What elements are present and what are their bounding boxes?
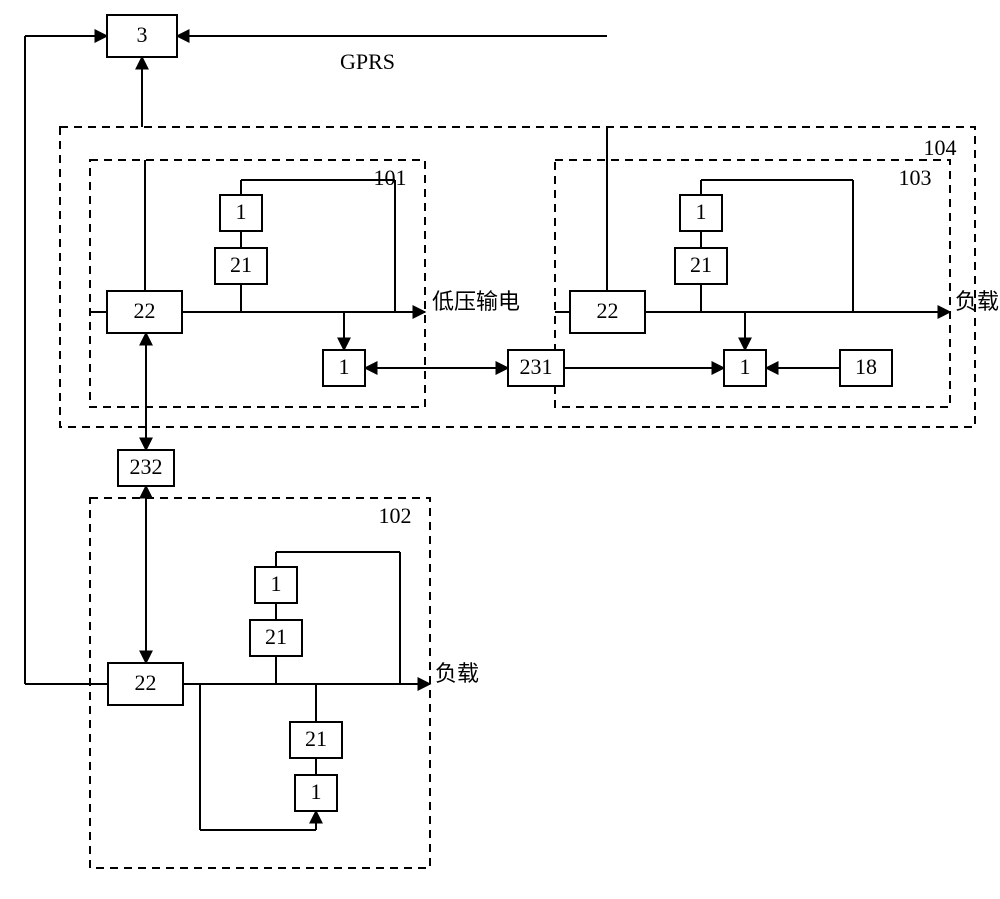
label-load2: 负载 [435,661,479,686]
region-label-103: 103 [899,165,932,190]
diagram-canvas: 104 101 103 102 3 1 21 22 1 1 21 22 1 18 231 232 1 21 22 2… [0,0,1000,899]
box-label-b103_22: 22 [597,298,619,323]
box-label-b102_21b: 21 [305,726,327,751]
region-label-101: 101 [374,165,407,190]
box-label-b103_21: 21 [690,252,712,277]
region-label-104: 104 [924,135,957,160]
box-label-b231: 231 [520,354,553,379]
box-label-b102_1b: 1 [311,779,322,804]
box-label-b103_1c: 1 [740,354,751,379]
box-label-b232: 232 [130,454,163,479]
label-lv_power: 低压输电 [432,289,520,314]
box-label-b101_1a: 1 [236,199,247,224]
box-label-b103_18: 18 [855,354,877,379]
label-load1: 负载 [955,289,999,314]
box-label-b102_21a: 21 [265,624,287,649]
region-label-102: 102 [379,503,412,528]
label-gprs: GPRS [340,49,395,74]
box-label-b102_1a: 1 [271,571,282,596]
box-label-b101_21: 21 [230,252,252,277]
box-label-b101_22: 22 [134,298,156,323]
box-label-b103_1a: 1 [696,199,707,224]
box-label-box3: 3 [137,22,148,47]
box-label-b101_1b: 1 [339,354,350,379]
box-label-b102_22: 22 [135,670,157,695]
